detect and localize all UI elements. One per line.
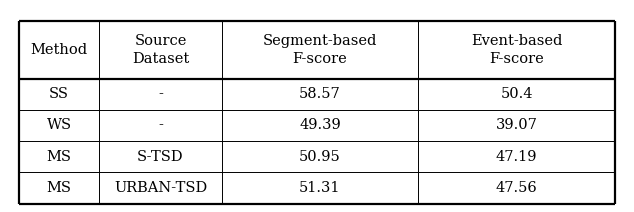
Text: -: -: [158, 119, 163, 132]
Text: 51.31: 51.31: [299, 181, 340, 195]
Text: S-TSD: S-TSD: [137, 150, 184, 164]
Text: 50.4: 50.4: [500, 87, 533, 101]
Text: 39.07: 39.07: [496, 119, 538, 132]
Text: Method: Method: [30, 43, 88, 57]
Text: 58.57: 58.57: [299, 87, 341, 101]
Text: URBAN-TSD: URBAN-TSD: [114, 181, 207, 195]
Text: 49.39: 49.39: [299, 119, 341, 132]
Text: 50.95: 50.95: [299, 150, 341, 164]
Text: SS: SS: [49, 87, 69, 101]
Text: Segment-based
F-score: Segment-based F-score: [262, 34, 377, 66]
Text: MS: MS: [47, 150, 72, 164]
Text: Source
Dataset: Source Dataset: [132, 34, 189, 66]
Text: 47.56: 47.56: [496, 181, 538, 195]
Text: MS: MS: [47, 181, 72, 195]
Text: 47.19: 47.19: [496, 150, 538, 164]
Text: -: -: [158, 87, 163, 101]
Text: WS: WS: [47, 119, 72, 132]
Text: Event-based
F-score: Event-based F-score: [471, 34, 562, 66]
